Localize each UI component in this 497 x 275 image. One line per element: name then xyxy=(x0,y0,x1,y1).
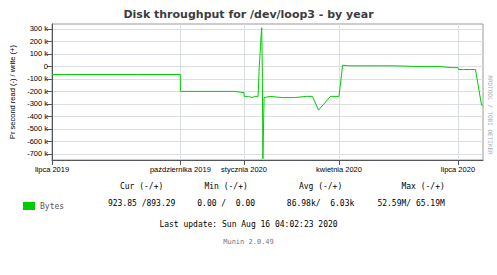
svg-text:Last update: Sun Aug 16 04:02:: Last update: Sun Aug 16 04:02:23 2020 xyxy=(159,220,337,229)
svg-text:-700 k: -700 k xyxy=(27,149,48,158)
svg-text:-100 k: -100 k xyxy=(27,74,48,83)
svg-text:300 k: 300 k xyxy=(30,24,49,33)
svg-text:86.98k/ 6.03k: 86.98k/ 6.03k xyxy=(287,199,355,208)
svg-text:Cur (-/+): Cur (-/+) xyxy=(120,182,163,191)
svg-text:-300 k: -300 k xyxy=(27,99,48,108)
svg-text:923.85 /893.29: 923.85 /893.29 xyxy=(108,199,176,208)
svg-text:Disk throughput for /dev/loop3: Disk throughput for /dev/loop3 - by year xyxy=(123,8,374,21)
svg-text:Avg (-/+): Avg (-/+) xyxy=(299,182,342,191)
svg-text:52.59M/ 65.19M: 52.59M/ 65.19M xyxy=(377,199,445,208)
svg-text:-400 k: -400 k xyxy=(27,112,48,121)
svg-text:0: 0 xyxy=(44,62,48,71)
svg-text:Bytes: Bytes xyxy=(40,202,64,211)
svg-text:-500 k: -500 k xyxy=(27,124,48,133)
svg-text:stycznia 2020: stycznia 2020 xyxy=(221,165,267,174)
svg-text:-600 k: -600 k xyxy=(27,137,48,146)
svg-text:Max (-/+): Max (-/+) xyxy=(401,182,444,191)
svg-text:kwietnia 2020: kwietnia 2020 xyxy=(316,165,362,174)
svg-text:lipca 2019: lipca 2019 xyxy=(35,165,69,174)
svg-text:października 2019: października 2019 xyxy=(150,165,211,174)
svg-text:0.00 / 0.00: 0.00 / 0.00 xyxy=(197,199,255,208)
svg-text:Min (-/+): Min (-/+) xyxy=(204,182,247,191)
svg-text:Munin 2.0.49: Munin 2.0.49 xyxy=(223,238,274,246)
svg-text:Pr second read (-) / write (+): Pr second read (-) / write (+) xyxy=(8,45,17,139)
svg-text:RRDTOOL / TOBI OETIKER: RRDTOOL / TOBI OETIKER xyxy=(487,75,494,155)
svg-text:200 k: 200 k xyxy=(30,37,49,46)
svg-text:lipca 2020: lipca 2020 xyxy=(441,165,475,174)
svg-text:100 k: 100 k xyxy=(30,49,49,58)
svg-text:-200 k: -200 k xyxy=(27,87,48,96)
